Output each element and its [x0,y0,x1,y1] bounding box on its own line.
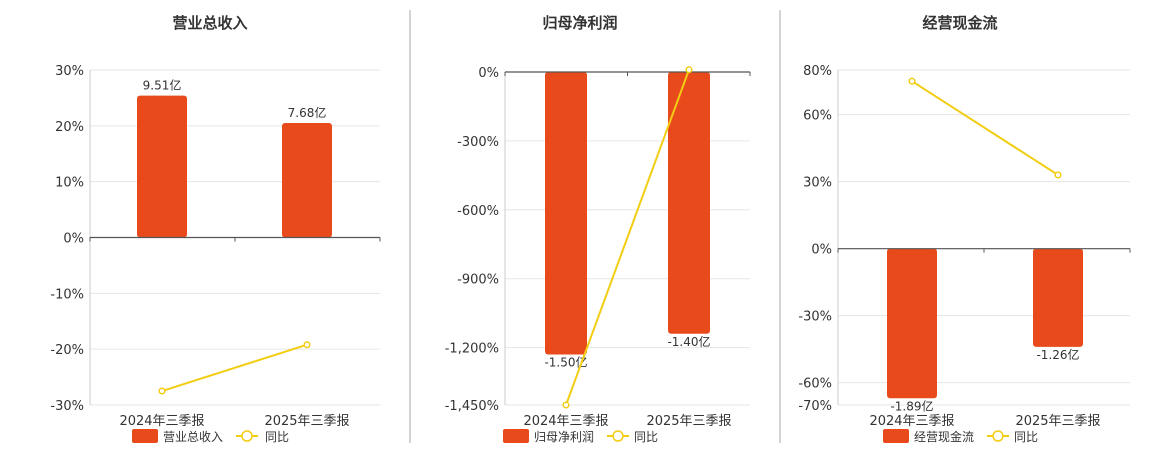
x-category-label: 2025年三季报 [264,414,349,429]
x-category-label: 2024年三季报 [119,414,204,429]
yoy-line [565,69,690,406]
yoy-point [562,401,570,409]
legend-bar-label: 营业总收入 [163,430,223,444]
bar-data-label: 9.51亿 [143,78,182,93]
chart-title: 归母净利润 [542,14,617,32]
legend: 经营现金流 同比 [883,429,1038,444]
yoy-point [158,387,166,395]
y-tick-label: -900% [457,273,499,288]
bar-data-label: -1.50亿 [544,354,587,369]
y-tick-label: 60% [803,109,832,124]
y-tick-label: -600% [457,204,499,219]
legend-line-marker [241,430,253,442]
chart-panel-2: 归母净利润 0% -300% -600% -900% -1,200% -1,450% -1.5… [445,14,751,444]
legend-bar-label: 经营现金流 [914,429,974,444]
yoy-point [1054,171,1062,179]
bar [887,248,937,399]
y-tick-label: 30% [55,64,84,79]
y-tick-label: 0% [478,66,499,81]
chart-panel-1: 营业总收入 30% 20% 10% 0% -10% -20% -30% 9.51亿 7.68亿 20… [50,14,381,444]
y-tick-label: -60% [798,377,832,392]
y-tick-label: -30% [798,310,832,325]
bar [137,95,187,238]
y-tick-label: 10% [55,176,84,191]
y-tick-label: -300% [457,135,499,150]
yoy-point [685,66,693,74]
legend-line-label: 同比 [634,430,658,444]
bar-data-label: -1.89亿 [890,398,933,413]
y-tick-label: 0% [811,243,832,258]
yoy-line [161,343,308,392]
x-category-label: 2024年三季报 [869,414,954,429]
legend-line-marker [612,430,624,442]
yoy-point [908,77,916,85]
legend-line-marker [992,430,1004,442]
chart-title: 营业总收入 [172,14,247,32]
y-tick-label: -10% [50,287,84,302]
legend: 营业总收入 同比 [132,429,289,444]
legend-line-label: 同比 [265,430,289,444]
x-category-label: 2024年三季报 [523,414,608,429]
legend-bar-label: 归母净利润 [534,430,594,444]
legend-bar-swatch [883,429,909,443]
legend-bar-swatch [503,429,529,443]
y-tick-label: 30% [803,176,832,191]
bar-data-label: -1.26亿 [1036,347,1079,362]
y-tick-label: 80% [803,64,832,79]
legend-line-label: 同比 [1014,430,1038,444]
legend-bar-swatch [132,429,158,443]
y-tick-label: 0% [63,232,84,247]
y-tick-label: -1,450% [445,399,499,414]
legend: 归母净利润 同比 [503,429,658,444]
y-tick-label: -1,200% [445,342,499,357]
bar [1033,248,1083,347]
bar [282,123,332,238]
y-tick-label: -30% [50,399,84,414]
bar [545,72,587,355]
yoy-point [303,341,311,349]
y-tick-label: -20% [50,343,84,358]
bar-data-label: 7.68亿 [288,105,327,120]
bar-data-label: -1.40亿 [667,334,710,349]
x-category-label: 2025年三季报 [646,414,731,429]
chart-panel-3: 经营现金流 80% 60% 30% 0% -30% -60% -70% -1.89亿 -1.26亿… [798,14,1131,444]
bar [668,72,710,334]
y-tick-label: -70% [798,399,832,414]
y-tick-label: 20% [55,120,84,135]
x-category-label: 2025年三季报 [1015,414,1100,429]
chart-title: 经营现金流 [922,14,997,32]
yoy-line [911,80,1059,176]
